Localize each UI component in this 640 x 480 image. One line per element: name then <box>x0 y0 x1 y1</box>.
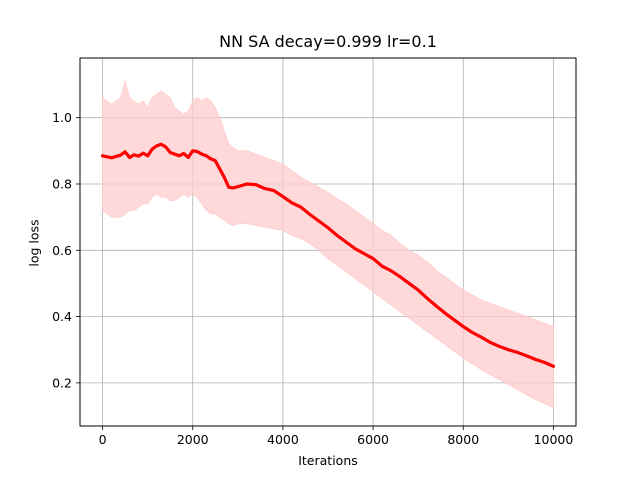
chart-title: NN SA decay=0.999 lr=0.1 <box>219 32 437 51</box>
y-axis-label: log loss <box>26 219 42 267</box>
y-tick-label: 0.8 <box>52 176 72 191</box>
plot-frame <box>79 57 577 427</box>
x-tick-label: 2000 <box>177 432 209 447</box>
x-tick-label: 0 <box>99 432 107 447</box>
x-axis-ticks: 0 2000 4000 6000 8000 10000 <box>99 426 574 447</box>
y-axis-ticks: 0.2 0.4 0.6 0.8 1.0 <box>52 110 80 390</box>
x-tick-label: 8000 <box>447 432 479 447</box>
y-tick-label: 0.4 <box>52 309 72 324</box>
grid-lines <box>80 58 576 426</box>
y-tick-label: 0.6 <box>52 243 72 258</box>
x-axis-label: Iterations <box>298 453 358 468</box>
x-tick-label: 10000 <box>534 432 574 447</box>
x-tick-label: 4000 <box>267 432 299 447</box>
x-tick-label: 6000 <box>357 432 389 447</box>
series-line-group <box>100 142 556 368</box>
y-tick-label: 1.0 <box>52 110 72 125</box>
mean-loss-line <box>100 142 556 368</box>
y-tick-label: 0.2 <box>52 375 72 390</box>
